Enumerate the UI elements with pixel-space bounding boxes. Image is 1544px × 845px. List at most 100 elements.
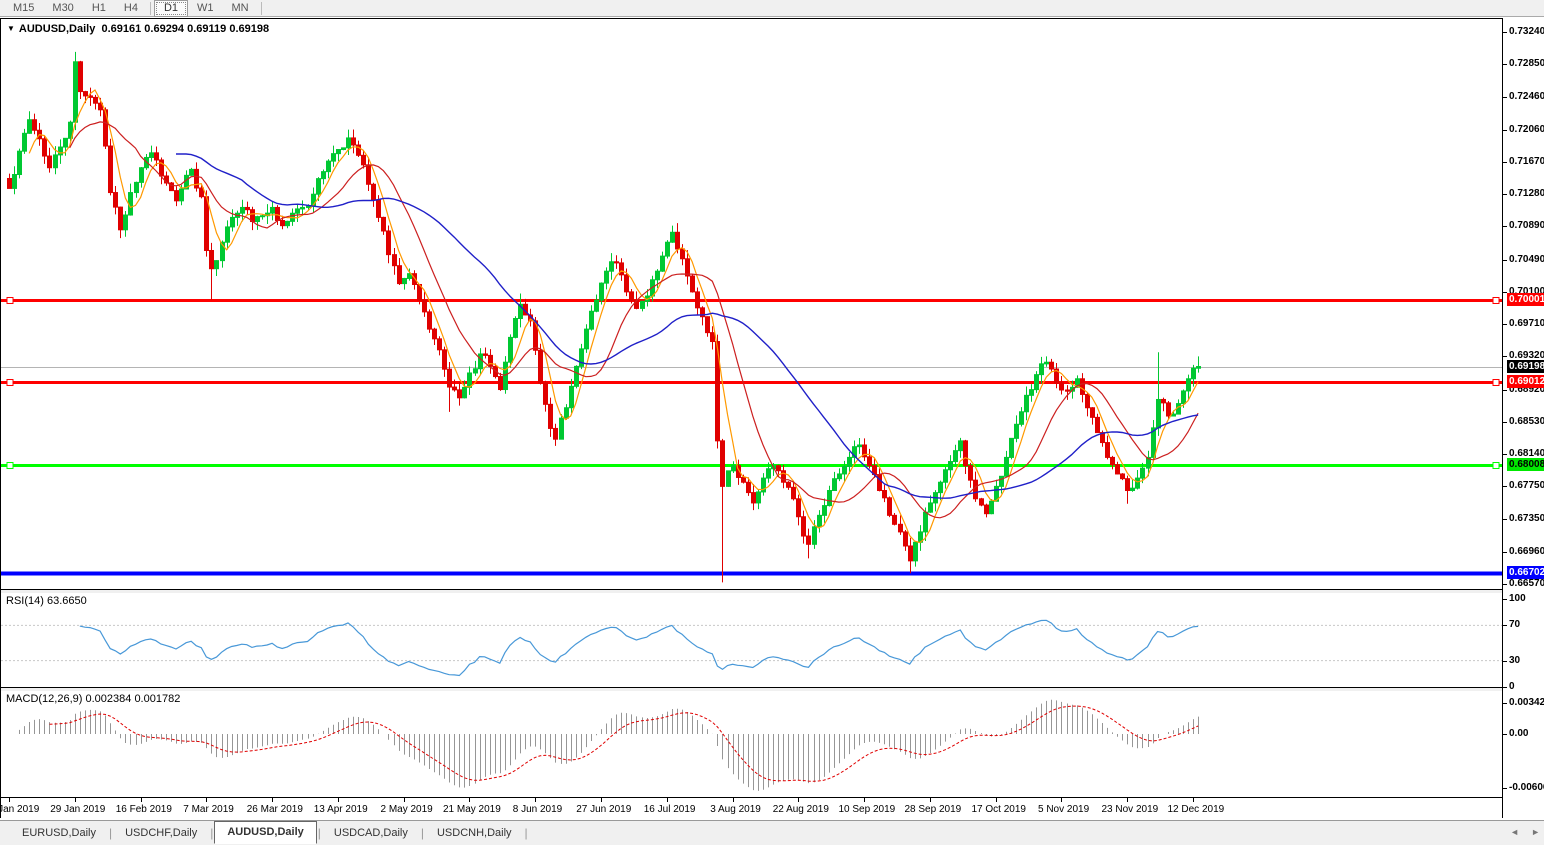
date-axis[interactable]: 10 Jan 2019 29 Jan 2019 16 Feb 2019 7 Mar 2… [0, 798, 1502, 818]
axis-tick-mark [1503, 291, 1507, 293]
candle-up [1019, 411, 1024, 425]
chart-dropdown-icon[interactable]: ▼ [7, 24, 15, 33]
candle-up [989, 500, 994, 515]
tab-scroll-right-icon[interactable]: ► [1531, 827, 1540, 837]
date-label: 22 Aug 2019 [772, 804, 829, 815]
ohlc-low: 0.69119 [187, 23, 227, 35]
timeframe-button-m15[interactable]: M15 [13, 1, 35, 14]
candle-up [513, 318, 518, 338]
candle-up [847, 456, 852, 467]
candle-down [427, 311, 432, 330]
axis-tick-mark [1503, 703, 1507, 705]
timeframe-button-w1[interactable]: W1 [197, 1, 214, 14]
candle-down [680, 248, 685, 260]
hline-handle[interactable] [6, 379, 14, 386]
rsi-panel[interactable]: RSI(14) 63.6650 [1, 593, 1502, 688]
candle-up [766, 468, 771, 479]
candle-down [877, 474, 882, 492]
tab-usdcnh-daily[interactable]: USDCNH,Daily [436, 827, 512, 839]
candle-down [776, 465, 781, 472]
candle-down [806, 535, 811, 545]
timeframe-button-d1[interactable]: D1 [153, 0, 188, 17]
candle-up [58, 146, 63, 156]
candle-up [73, 61, 78, 123]
tab-eurusd-daily[interactable]: EURUSD,Daily [22, 827, 96, 839]
date-tick-mark [798, 798, 799, 802]
candle-up [1176, 403, 1181, 415]
timeframe-button-mn[interactable]: MN [231, 1, 249, 14]
macd-chart-canvas [19, 699, 1199, 791]
candle-down [371, 183, 376, 201]
candle-down [1105, 442, 1110, 458]
price-tick: 0.67350 [1509, 513, 1544, 525]
hline-handle[interactable] [1492, 462, 1500, 469]
candle-down [791, 486, 796, 500]
axis-tick-mark [1503, 519, 1507, 521]
panel-separator[interactable] [1, 688, 1502, 691]
axis-tick-mark [1503, 660, 1507, 662]
price-tick: 0.66570 [1509, 578, 1544, 590]
date-label: 17 Oct 2019 [971, 804, 1026, 815]
candle-up [1186, 378, 1191, 392]
candle-up [832, 478, 837, 492]
candle-up [12, 174, 17, 189]
candle-down [1059, 382, 1064, 391]
candle-up [564, 407, 569, 419]
candle-down [392, 254, 397, 267]
date-label: 12 Dec 2019 [1167, 804, 1225, 815]
panel-separator[interactable] [1, 590, 1502, 593]
timeframe-button-h1[interactable]: H1 [91, 1, 106, 14]
candlestick-chart-canvas [1, 51, 1502, 583]
axis-tick-mark [1503, 625, 1507, 627]
chart-symbol-period: AUDUSD,Daily [18, 23, 96, 35]
tab-scroll-left-icon[interactable]: ◄ [1510, 827, 1520, 837]
candle-down [781, 470, 786, 483]
price-tick: 0.69320 [1509, 350, 1544, 362]
candle-up [842, 465, 847, 475]
hline-handle[interactable] [1492, 379, 1500, 386]
tab-audusd-daily[interactable]: AUDUSD,Daily [214, 820, 317, 844]
candle-up [1009, 437, 1014, 458]
timeframe-button-h4[interactable]: H4 [123, 1, 138, 14]
timeframe-button-m30[interactable]: M30 [52, 1, 74, 14]
candle-up [1130, 487, 1135, 492]
tab-scroll-controls: ◄ ► [1510, 824, 1540, 840]
hline-handle[interactable] [6, 462, 14, 469]
candle-up [1181, 390, 1186, 405]
candle-down [908, 545, 913, 562]
date-label: 26 Mar 2019 [246, 804, 303, 815]
candle-up [574, 365, 579, 387]
candle-up [1135, 477, 1140, 489]
candle-up [189, 168, 194, 176]
axis-tick-mark [1503, 421, 1507, 423]
date-label: 27 Jun 2019 [576, 804, 632, 815]
candle-up [17, 150, 22, 176]
candle-up [994, 485, 999, 502]
rsi-label: RSI(14) 63.6650 [6, 595, 87, 607]
main-chart-panel[interactable]: ▼ AUDUSD,Daily 0.69161 0.69294 0.69119 0.… [1, 19, 1502, 590]
candle-up [214, 260, 219, 270]
macd-label: MACD(12,26,9) 0.002384 0.001782 [6, 693, 181, 705]
price-tick: 0.68140 [1509, 448, 1544, 460]
axis-tick-mark [1503, 259, 1507, 261]
candle-up [1044, 361, 1049, 365]
candle-up [1004, 456, 1009, 477]
candle-down [174, 190, 179, 202]
candle-down [741, 476, 746, 483]
hline-handle[interactable] [6, 297, 14, 304]
candle-up [1039, 363, 1044, 376]
macd-main-value: 0.002384 [85, 693, 132, 705]
candle-up [953, 450, 958, 463]
candle-down [361, 154, 366, 166]
hline-handle[interactable] [1492, 297, 1500, 304]
candle-down [1115, 464, 1120, 475]
tab-usdcad-daily[interactable]: USDCAD,Daily [333, 827, 408, 839]
candle-up [139, 167, 144, 183]
macd-panel[interactable]: MACD(12,26,9) 0.002384 0.001782 [1, 691, 1502, 798]
tab-usdchf-daily[interactable]: USDCHF,Daily [125, 827, 198, 839]
candle-down [624, 274, 629, 293]
price-axis[interactable]: 0.73240 0.72850 0.72460 0.72060 0.71670 0.712… [1503, 18, 1544, 818]
candle-down [968, 465, 973, 481]
macd-tick: 0.003421 [1509, 697, 1544, 709]
candle-down [898, 523, 903, 533]
